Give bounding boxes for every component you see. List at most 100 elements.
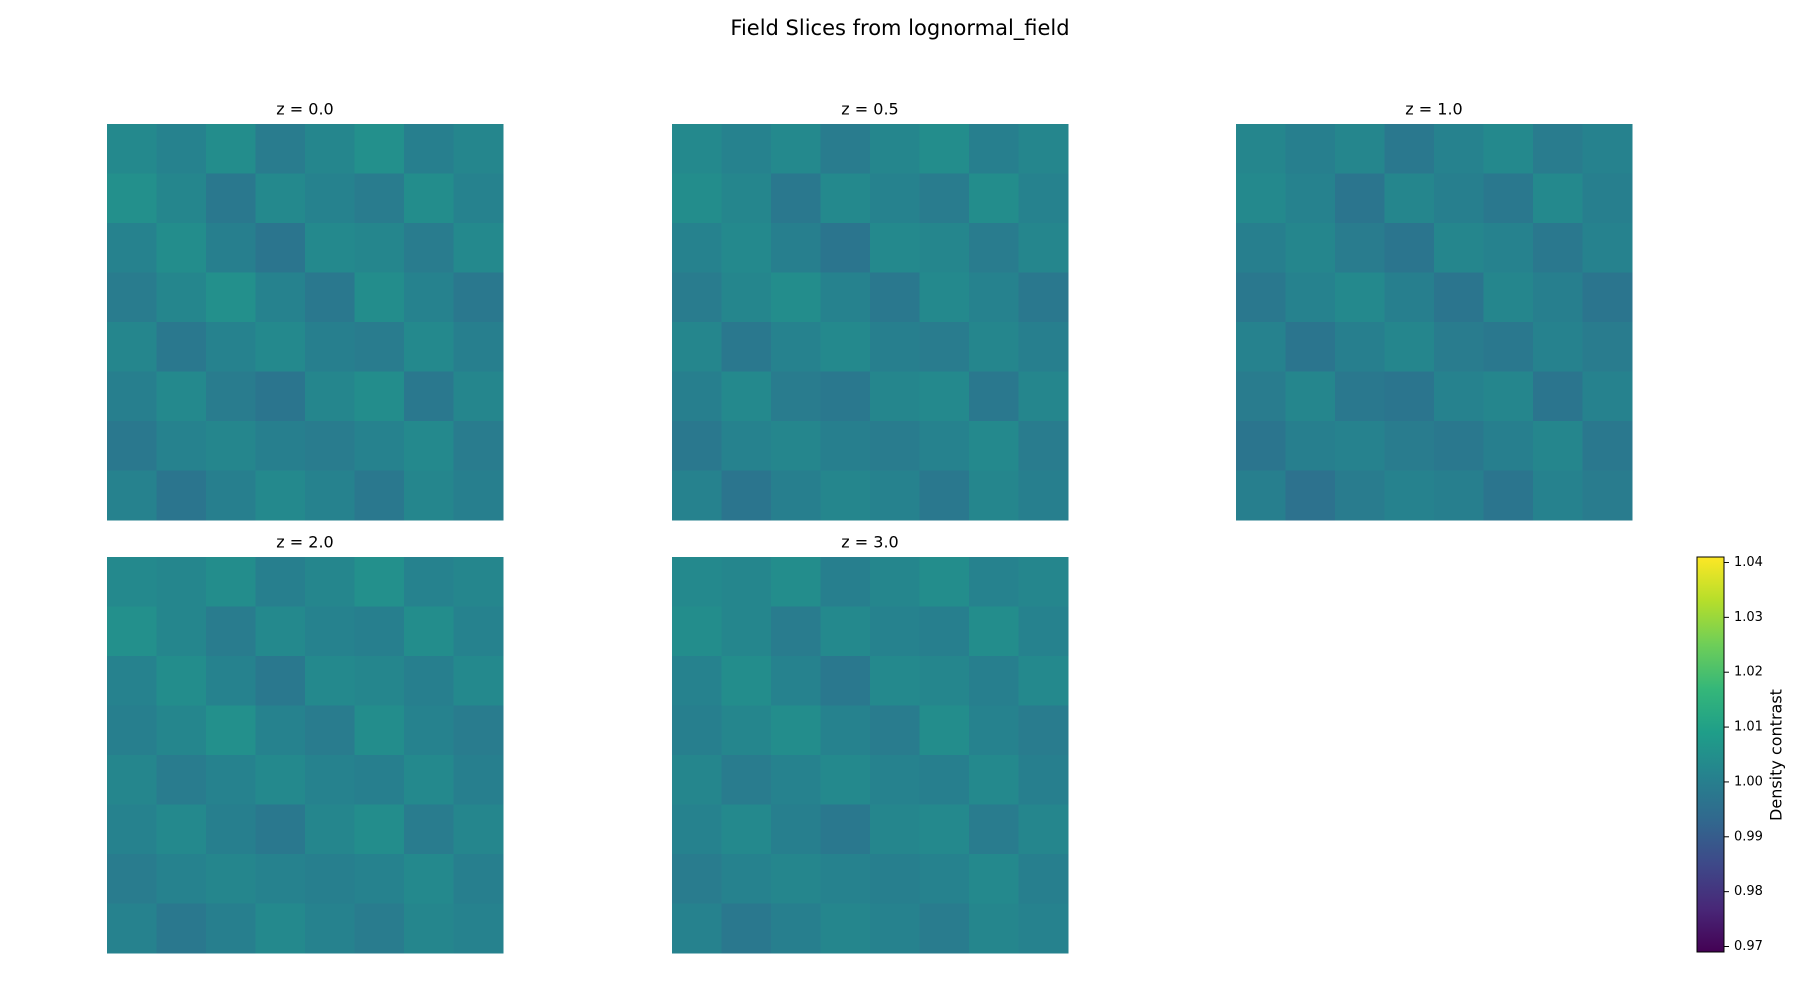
cell — [771, 421, 821, 471]
cell — [255, 371, 306, 422]
cell — [1335, 421, 1385, 471]
cell — [354, 606, 405, 657]
cell — [305, 804, 355, 855]
cell — [919, 470, 970, 521]
cell — [255, 470, 306, 521]
cell — [1483, 173, 1534, 224]
cell — [107, 470, 157, 521]
cell — [771, 606, 821, 657]
cell — [1384, 272, 1435, 323]
cell — [354, 656, 405, 706]
cell — [404, 421, 454, 471]
cell — [870, 606, 920, 657]
figure-title: Field Slices from lognormal_field — [730, 16, 1069, 41]
cell — [1285, 421, 1336, 471]
cell — [1285, 470, 1336, 521]
cell — [1384, 470, 1435, 521]
cell — [1018, 173, 1069, 224]
cell — [107, 656, 157, 706]
colorbar-label: Density contrast — [1767, 689, 1786, 821]
cell — [1335, 371, 1385, 422]
cell — [771, 322, 821, 372]
cell — [771, 124, 821, 174]
cell — [107, 755, 157, 805]
cell — [305, 124, 355, 174]
cell — [255, 124, 306, 174]
cell — [1533, 223, 1583, 273]
cell — [820, 854, 871, 904]
cell — [404, 903, 454, 954]
cell — [1483, 371, 1534, 422]
cell — [354, 557, 405, 607]
cell — [1018, 903, 1069, 954]
cell — [969, 804, 1019, 855]
cell — [453, 903, 504, 954]
cell — [453, 371, 504, 422]
cell — [156, 903, 207, 954]
cell — [870, 421, 920, 471]
cell — [206, 470, 256, 521]
cell — [453, 124, 504, 174]
cell — [1236, 322, 1286, 372]
cell — [1384, 421, 1435, 471]
cell — [672, 656, 722, 706]
cell — [107, 557, 157, 607]
colorbar-tick-label: 0.98 — [1734, 884, 1763, 899]
cell — [206, 124, 256, 174]
cell — [206, 421, 256, 471]
cell — [919, 173, 970, 224]
cell — [820, 656, 871, 706]
cell — [969, 606, 1019, 657]
cell — [969, 656, 1019, 706]
cell — [206, 656, 256, 706]
cell — [1018, 470, 1069, 521]
cell — [1018, 557, 1069, 607]
cell — [919, 421, 970, 471]
cell — [354, 223, 405, 273]
cell — [453, 804, 504, 855]
cell — [672, 272, 722, 323]
cell — [1533, 173, 1583, 224]
cell — [672, 854, 722, 904]
cell — [1483, 223, 1534, 273]
cell — [969, 223, 1019, 273]
cell — [672, 223, 722, 273]
cell — [1582, 470, 1633, 521]
cell — [107, 606, 157, 657]
cell — [354, 124, 405, 174]
cell — [672, 470, 722, 521]
cell — [255, 421, 306, 471]
cell — [1018, 421, 1069, 471]
cell — [969, 705, 1019, 756]
cell — [354, 755, 405, 805]
cell — [404, 854, 454, 904]
cell — [1483, 272, 1534, 323]
cell — [721, 705, 772, 756]
cell — [969, 903, 1019, 954]
cell — [1483, 421, 1534, 471]
cell — [107, 272, 157, 323]
cell — [354, 322, 405, 372]
colorbar-tick-label: 0.99 — [1734, 829, 1763, 844]
cell — [305, 173, 355, 224]
cell — [919, 705, 970, 756]
cell — [156, 173, 207, 224]
cell — [919, 371, 970, 422]
cell — [1384, 124, 1435, 174]
cell — [1434, 371, 1484, 422]
cell — [255, 705, 306, 756]
cell — [1582, 322, 1633, 372]
cell — [206, 705, 256, 756]
cell — [820, 606, 871, 657]
panel-title: z = 0.0 — [276, 100, 333, 119]
cell — [919, 272, 970, 323]
panel-title: z = 0.5 — [841, 100, 898, 119]
cell — [305, 755, 355, 805]
cell — [870, 903, 920, 954]
cell — [820, 557, 871, 607]
cell — [771, 656, 821, 706]
cell — [969, 421, 1019, 471]
cell — [453, 557, 504, 607]
cell — [721, 322, 772, 372]
cell — [919, 656, 970, 706]
